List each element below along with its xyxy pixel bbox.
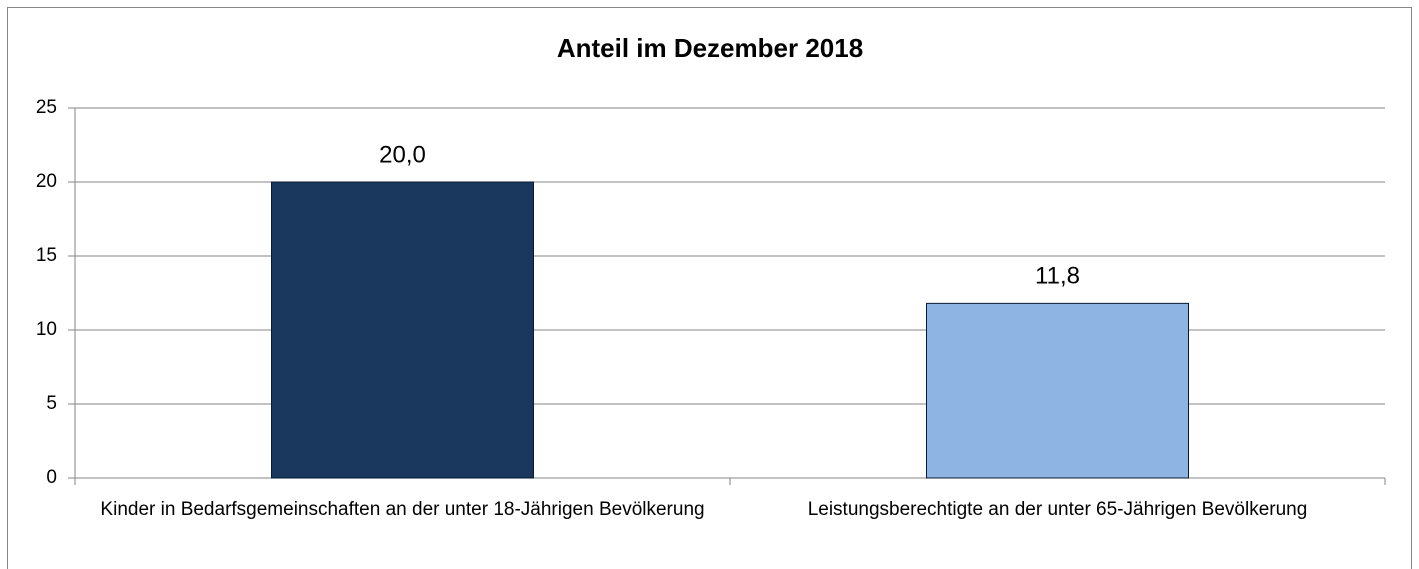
data-label: 20,0 <box>379 141 426 168</box>
bar <box>926 302 1189 479</box>
data-label: 11,8 <box>1035 263 1080 290</box>
y-tick-label: 25 <box>36 97 57 118</box>
chart-frame <box>7 7 1412 569</box>
y-tick-label: 20 <box>36 171 57 192</box>
y-tick-label: 10 <box>36 319 57 340</box>
y-tick-label: 5 <box>46 393 57 414</box>
x-tick-label: Leistungsberechtigte an der unter 65-Jäh… <box>808 499 1308 520</box>
y-tick-label: 15 <box>36 245 57 266</box>
x-tick-label: Kinder in Bedarfsgemeinschaften an der u… <box>100 499 704 520</box>
y-tick-label: 0 <box>46 467 57 488</box>
chart-title: Anteil im Dezember 2018 <box>557 33 863 63</box>
bar <box>271 181 534 479</box>
